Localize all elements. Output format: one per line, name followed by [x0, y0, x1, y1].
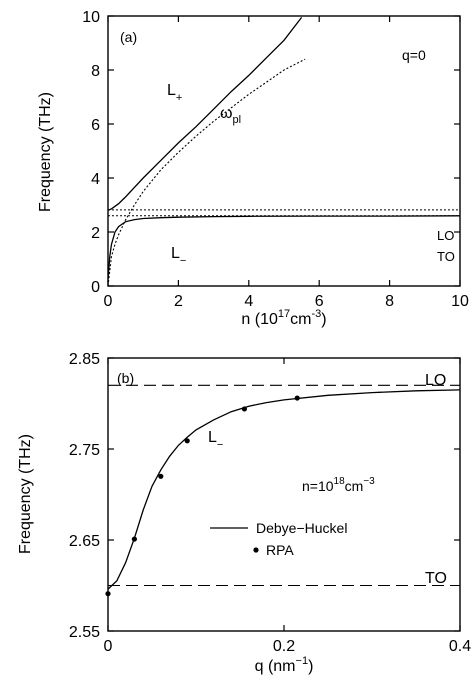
y-axis-label-a: Frequency (THz): [37, 92, 54, 212]
panel-label-b: (b): [117, 370, 134, 386]
n-unit: cm: [345, 478, 364, 494]
panel-b: 0 0.2 0.42.552.652.752.85 (b) L− n=1018cm−…: [17, 351, 471, 675]
omega-pl-label: ωpl: [220, 105, 241, 126]
l-plus-label: L+: [167, 82, 182, 104]
l-plus-main: L: [167, 82, 176, 99]
y-tick-label: 0: [91, 279, 100, 296]
y-tick-label: 4: [91, 171, 100, 188]
rpa-point: [184, 438, 190, 444]
y-tick-label: 6: [91, 117, 100, 134]
to-label-a: TO: [437, 249, 455, 264]
l-minus-sub-a: −: [180, 255, 186, 267]
omega-main: ω: [220, 105, 233, 122]
lo-label-a: LO: [437, 228, 454, 243]
n-unit-sup: −3: [363, 476, 375, 487]
debye-huckel-line: [107, 389, 461, 590]
rpa-point: [294, 395, 300, 401]
y-tick-label: 2.75: [69, 442, 100, 459]
y-tick-label: 8: [91, 63, 100, 80]
plot-frame-b: [107, 357, 461, 632]
omega-sub: pl: [233, 114, 242, 126]
panel-label-a: (a): [120, 29, 137, 45]
y-tick-label: 10: [82, 9, 100, 26]
x-tick-label: 0: [104, 638, 113, 655]
x-tick-label: 6: [315, 293, 324, 310]
y-tick-label: 2: [91, 225, 100, 242]
omega-pl-line: [107, 58, 306, 287]
x-tick-label: 0.4: [449, 638, 471, 655]
plot-frame-a: [107, 15, 461, 287]
l-minus-label-b: L−: [208, 429, 223, 451]
xlabel-b-1: q (nm: [255, 658, 296, 675]
y-tick-label: 2.65: [69, 533, 100, 550]
legend-debye-huckel: Debye−Huckel: [256, 520, 347, 536]
q-annotation: q=0: [402, 47, 426, 63]
rpa-point: [131, 536, 137, 542]
xlabel-a-end: ): [321, 311, 326, 328]
x-tick-label: 0.2: [273, 638, 295, 655]
xlabel-a-sup: 17: [278, 308, 290, 320]
legend-rpa-marker: [253, 547, 259, 553]
l-plus-sub: +: [176, 92, 182, 104]
density-annotation: n=1018cm−3: [302, 476, 375, 494]
l-minus-label-a: L−: [171, 245, 186, 267]
xlabel-a-1: n (10: [241, 311, 278, 328]
rpa-point: [105, 591, 111, 597]
to-label-b: TO: [425, 570, 447, 587]
l-minus-main-a: L: [171, 245, 180, 262]
l-minus-line: [107, 215, 461, 280]
rpa-point: [241, 406, 247, 412]
xlabel-b-sup: −1: [296, 655, 309, 667]
n-sup: 18: [334, 476, 346, 487]
xlabel-a-sup2: -3: [311, 308, 321, 320]
x-axis-label-b: q (nm−1): [255, 655, 314, 675]
l-minus-sub-b: −: [217, 439, 223, 451]
y-tick-label: 2.55: [69, 624, 100, 641]
n-text: n=10: [302, 478, 334, 494]
x-tick-label: 10: [451, 293, 469, 310]
x-tick-label: 0: [104, 293, 113, 310]
x-tick-label: 4: [244, 293, 253, 310]
xlabel-b-end: ): [308, 658, 313, 675]
lo-label-b: LO: [425, 372, 446, 389]
x-tick-label: 8: [385, 293, 394, 310]
rpa-point: [158, 473, 164, 479]
xlabel-a-mid: cm: [290, 311, 311, 328]
y-axis-label-b: Frequency (THz): [17, 434, 34, 554]
l-minus-main-b: L: [208, 429, 217, 446]
y-tick-label: 2.85: [69, 351, 100, 368]
x-axis-label-a: n (1017cm-3): [241, 308, 326, 328]
l-plus-line: [107, 17, 303, 211]
legend-rpa: RPA: [266, 542, 294, 558]
x-tick-label: 2: [174, 293, 183, 310]
